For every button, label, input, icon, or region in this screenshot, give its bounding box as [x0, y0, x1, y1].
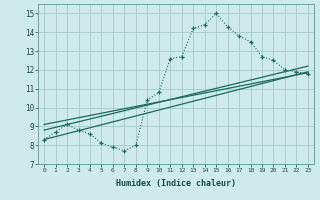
X-axis label: Humidex (Indice chaleur): Humidex (Indice chaleur) [116, 179, 236, 188]
